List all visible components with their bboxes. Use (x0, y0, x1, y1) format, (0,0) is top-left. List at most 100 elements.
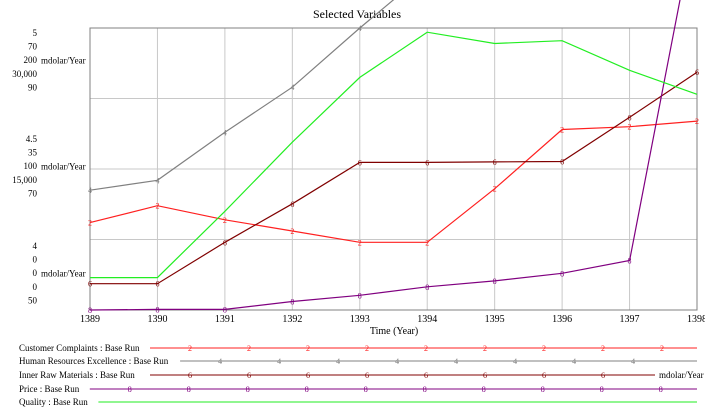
x-tick-label: 1396 (552, 314, 572, 325)
legend-marker: 8 (541, 385, 545, 394)
data-marker: 2 (88, 219, 92, 228)
legend-marker: 8 (482, 385, 486, 394)
data-marker: 6 (155, 280, 159, 289)
y-tick-label: 4.5 (26, 134, 38, 144)
y-tick-label: 100 (24, 161, 38, 171)
data-marker: 8 (425, 283, 429, 292)
data-marker: 4 (223, 128, 227, 137)
data-marker: 6 (358, 158, 362, 167)
legend-marker: 6 (365, 371, 369, 380)
legend-marker: 8 (364, 385, 368, 394)
legend-marker: 2 (247, 344, 251, 353)
x-tick-label: 1390 (147, 314, 167, 325)
data-marker: 8 (358, 291, 362, 300)
x-tick-label: 1391 (215, 314, 235, 325)
series-line (89, 120, 698, 243)
data-marker: 6 (493, 158, 497, 167)
x-tick-label: 1389 (80, 314, 100, 325)
data-marker: 8 (155, 305, 159, 314)
data-marker: 2 (425, 238, 429, 247)
y-tick-label: 30,000 (12, 69, 37, 79)
legend-marker: 8 (423, 385, 427, 394)
legend-marker: 8 (600, 385, 604, 394)
y-tick-label: 5 (33, 28, 38, 38)
data-marker: 2 (223, 216, 227, 225)
legend-marker: 4 (513, 357, 517, 366)
x-tick-label: 1393 (350, 314, 370, 325)
data-marker: 8 (493, 277, 497, 286)
legend-marker: 4 (631, 357, 635, 366)
legend-marker: 2 (483, 344, 487, 353)
legend-marker: 4 (572, 357, 576, 366)
series-1: 4444444444 (88, 0, 395, 195)
legend-label: Quality : Base Run (19, 397, 88, 407)
data-marker: 8 (290, 298, 294, 307)
data-marker: 4 (88, 186, 92, 195)
data-marker: 6 (290, 200, 294, 209)
plot-area (89, 27, 698, 311)
data-marker: 6 (560, 157, 564, 166)
x-axis: 1389 1390 1391 1392 1393 1394 1395 1396 1397 1398 (80, 314, 705, 325)
y-axis-unit: mdolar/Year (41, 162, 86, 172)
legend-marker: 6 (542, 371, 546, 380)
legend-marker: 6 (188, 371, 192, 380)
legend-label: Price : Base Run (19, 384, 80, 394)
data-marker: 6 (628, 113, 632, 122)
x-tick-label: 1397 (620, 314, 640, 325)
series-line (90, 31, 698, 279)
grid (90, 28, 697, 310)
data-marker: 2 (155, 202, 159, 211)
y-tick-label: 0 (33, 255, 38, 265)
data-marker: 2 (290, 227, 294, 236)
series-line (89, 0, 681, 311)
legend-marker: 6 (247, 371, 251, 380)
data-marker: 2 (493, 185, 497, 194)
x-tick-label: 1394 (417, 314, 437, 325)
data-marker: 6 (223, 238, 227, 247)
y-tick-label: 200 (24, 55, 38, 65)
x-tick-label: 1392 (282, 314, 302, 325)
legend-marker: 4 (277, 357, 281, 366)
legend-marker: 4 (336, 357, 340, 366)
legend-marker: 2 (424, 344, 428, 353)
legend-marker: 8 (128, 385, 132, 394)
legend-marker: 4 (395, 357, 399, 366)
legend-marker: 8 (246, 385, 250, 394)
y-tick-label: 0 (33, 268, 38, 278)
data-marker: 6 (695, 68, 699, 77)
legend-marker: 4 (218, 357, 222, 366)
legend-marker: 2 (188, 344, 192, 353)
x-axis-label: Time (Year) (370, 326, 418, 337)
data-marker: 6 (88, 280, 92, 289)
legend-unit: mdolar/Year (659, 370, 704, 380)
data-marker: 8 (223, 305, 227, 314)
y-axis-unit: mdolar/Year (41, 56, 86, 66)
y-axis: 5 70 200 30,000 90 mdolar/Year 4.5 35 100 15,000 7… (12, 28, 85, 305)
legend-marker: 8 (659, 385, 663, 394)
data-marker: 2 (358, 238, 362, 247)
data-marker: 8 (88, 306, 92, 315)
y-tick-label: 15,000 (12, 175, 37, 185)
data-marker: 6 (425, 158, 429, 167)
x-tick-label: 1395 (485, 314, 505, 325)
chart-title: Selected Variables (313, 7, 401, 21)
legend-marker: 2 (365, 344, 369, 353)
data-marker: 4 (358, 24, 362, 33)
legend-marker: 8 (187, 385, 191, 394)
data-marker: 2 (695, 117, 699, 126)
legend-marker: 6 (483, 371, 487, 380)
legend-marker: 2 (601, 344, 605, 353)
series-group: 2222222222444444444466666666668888888888 (88, 0, 699, 315)
y-tick-label: 35 (28, 148, 38, 158)
data-marker: 2 (560, 126, 564, 135)
y-tick-label: 0 (33, 282, 38, 292)
legend-marker: 6 (601, 371, 605, 380)
data-marker: 8 (628, 256, 632, 265)
data-marker: 4 (290, 83, 294, 92)
legend-marker: 6 (424, 371, 428, 380)
series-4 (90, 31, 698, 279)
legend-marker: 8 (305, 385, 309, 394)
y-tick-label: 50 (28, 295, 38, 305)
